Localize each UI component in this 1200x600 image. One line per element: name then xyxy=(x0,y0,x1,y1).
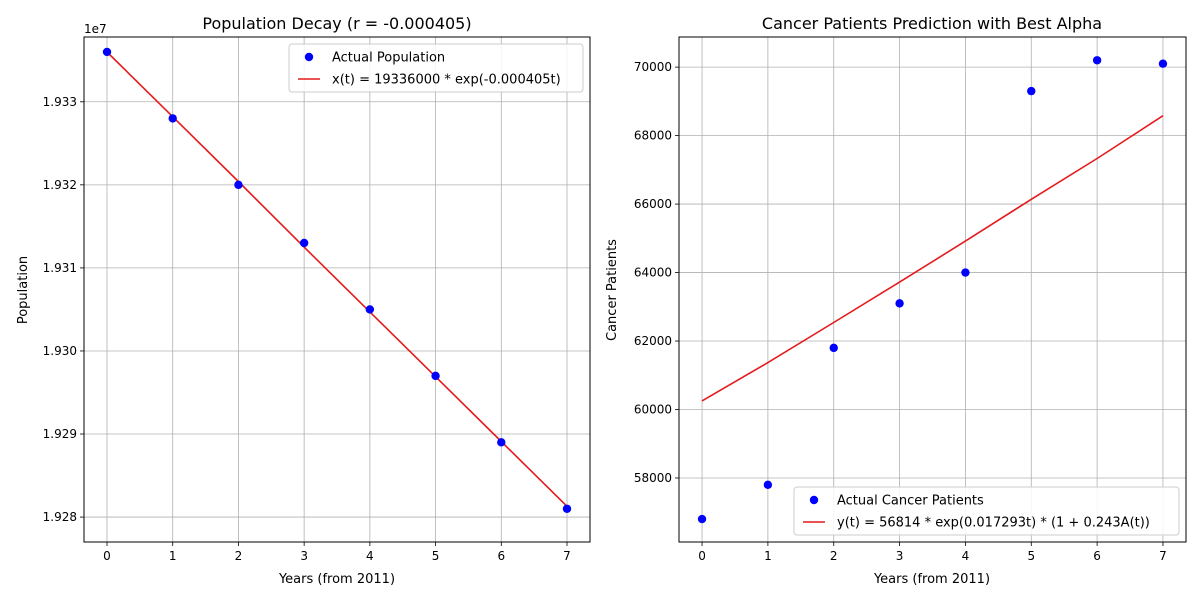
data-point xyxy=(102,47,112,57)
grid-lines xyxy=(679,37,1186,542)
data-point xyxy=(829,343,838,353)
x-tick-label: 0 xyxy=(698,549,706,563)
x-tick-label: 0 xyxy=(103,549,111,563)
legend-box xyxy=(793,486,1180,536)
legend-label: Actual Cancer Patients xyxy=(837,494,984,509)
x-tick-label: 2 xyxy=(235,549,243,563)
series-layer xyxy=(102,47,572,513)
y-tick-label: 68000 xyxy=(634,129,672,143)
fit-line xyxy=(701,115,1164,402)
data-point xyxy=(234,180,243,190)
legend-label: x(t) = 19336000 * exp(-0.000405t) xyxy=(332,73,561,88)
data-point xyxy=(763,480,773,490)
fit-line xyxy=(106,51,568,507)
y-tick-label: 58000 xyxy=(634,471,672,485)
x-tick-label: 5 xyxy=(432,549,440,563)
y-tick-label: 1.933 xyxy=(43,95,77,109)
legend-label: y(t) = 56814 * exp(0.017293t) * (1 + 0.2… xyxy=(837,516,1150,531)
y-tick-label: 1.932 xyxy=(43,178,77,192)
axes-frame xyxy=(83,36,591,543)
x-axis-ticks: 0 1 2 3 4 5 6 7 xyxy=(698,542,1167,563)
data-point xyxy=(562,504,572,513)
x-axis-ticks: 0 1 2 3 4 5 6 7 xyxy=(103,542,571,563)
chart-title: Population Decay (r = -0.000405) xyxy=(202,14,471,33)
y-tick-label: 64000 xyxy=(634,266,672,280)
data-point xyxy=(895,299,904,308)
x-tick-label: 6 xyxy=(497,549,505,563)
x-tick-label: 2 xyxy=(830,549,838,563)
legend-box xyxy=(288,43,584,93)
y-tick-label: 62000 xyxy=(634,334,672,348)
chart-title: Cancer Patients Prediction with Best Alp… xyxy=(762,14,1102,33)
axes-frame xyxy=(678,36,1187,543)
x-tick-label: 1 xyxy=(169,549,177,563)
legend-marker xyxy=(809,495,819,505)
data-point xyxy=(365,305,375,314)
population-decay-chart: Population Decay (r = -0.000405) Years (… xyxy=(16,14,591,587)
y-axis-label: Population xyxy=(16,256,31,324)
y-tick-label: 1.928 xyxy=(43,510,77,524)
data-point xyxy=(1092,56,1102,65)
x-tick-label: 7 xyxy=(563,549,571,563)
data-point xyxy=(497,438,506,447)
y-axis-ticks: 58000 60000 62000 64000 66000 68000 70000 xyxy=(634,60,679,485)
data-point xyxy=(168,114,177,123)
data-point xyxy=(299,238,309,248)
legend-label: Actual Population xyxy=(332,51,445,66)
x-tick-label: 3 xyxy=(896,549,904,563)
x-tick-label: 7 xyxy=(1159,549,1167,563)
x-axis-label: Years (from 2011) xyxy=(873,572,990,587)
legend: Actual Cancer Patients y(t) = 56814 * exp… xyxy=(793,486,1180,536)
series-layer xyxy=(697,56,1168,524)
legend-marker xyxy=(304,52,314,62)
x-tick-label: 4 xyxy=(962,549,970,563)
x-tick-label: 3 xyxy=(300,549,308,563)
x-tick-label: 4 xyxy=(366,549,374,563)
data-point xyxy=(1158,59,1168,68)
data-point xyxy=(697,514,707,524)
y-axis-label: Cancer Patients xyxy=(605,239,620,341)
grid-lines xyxy=(84,37,590,542)
y-tick-label: 60000 xyxy=(634,403,672,417)
y-tick-label: 70000 xyxy=(634,60,672,74)
x-tick-label: 1 xyxy=(764,549,772,563)
y-tick-label: 1.930 xyxy=(43,344,77,358)
y-axis-ticks: 1.928 1.929 1.930 1.931 1.932 1.933 xyxy=(43,95,84,524)
legend: Actual Population x(t) = 19336000 * exp(-… xyxy=(288,43,584,93)
x-tick-label: 6 xyxy=(1093,549,1101,563)
y-axis-offset-label: 1e7 xyxy=(84,22,107,36)
cancer-patients-chart: Cancer Patients Prediction with Best Alp… xyxy=(605,14,1187,587)
data-point xyxy=(431,371,440,381)
y-tick-label: 1.929 xyxy=(43,427,77,441)
data-point xyxy=(961,268,970,277)
y-tick-label: 1.931 xyxy=(43,261,77,275)
x-tick-label: 5 xyxy=(1027,549,1035,563)
data-point xyxy=(1027,86,1036,96)
x-axis-label: Years (from 2011) xyxy=(278,572,395,587)
y-tick-label: 66000 xyxy=(634,197,672,211)
